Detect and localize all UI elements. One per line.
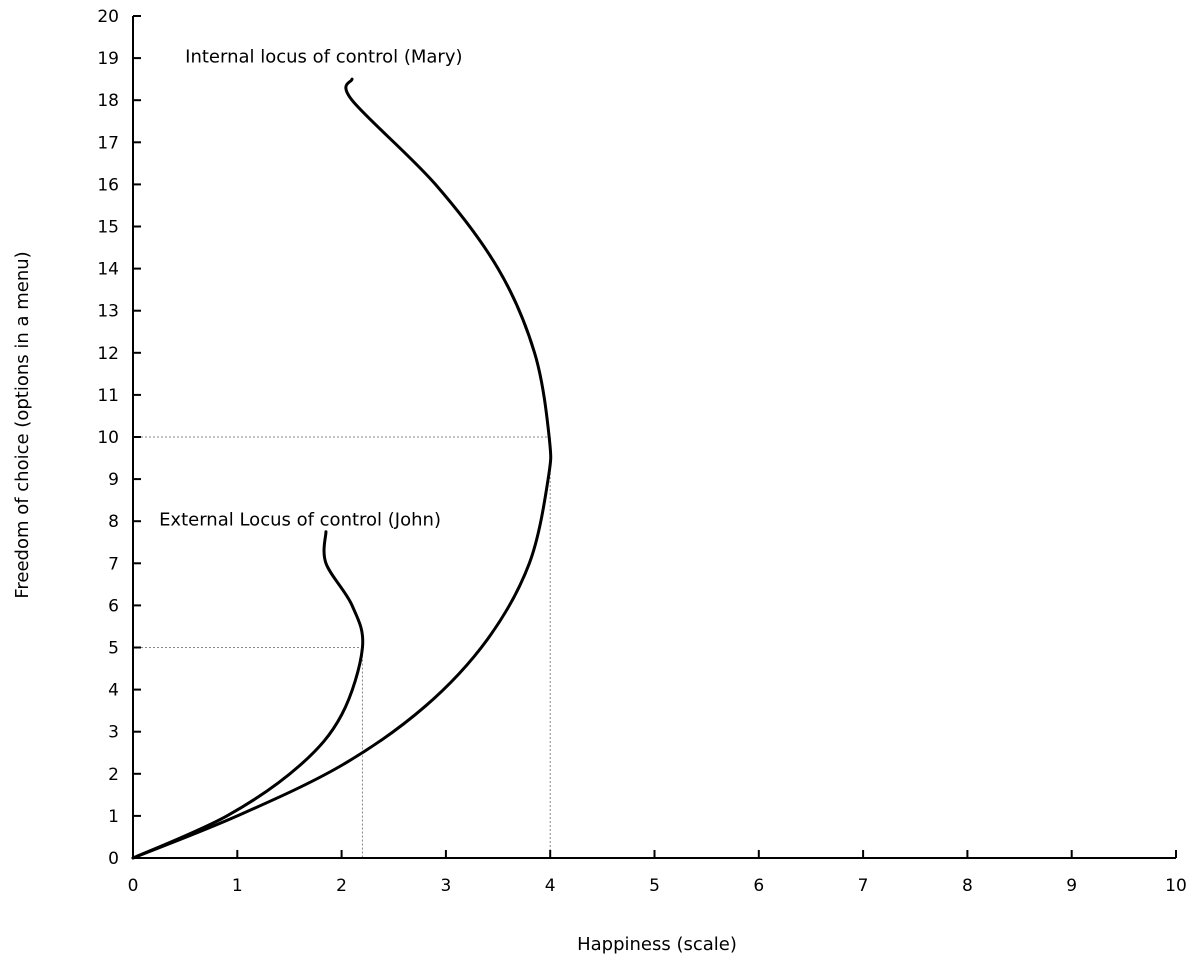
series-annotation: External Locus of control (John)	[159, 509, 441, 530]
y-tick-label: 14	[97, 260, 119, 280]
y-tick-label: 9	[108, 470, 119, 490]
y-tick-label: 2	[108, 765, 119, 785]
y-tick-label: 19	[97, 49, 119, 69]
x-tick-label: 9	[1066, 876, 1077, 896]
y-tick-label: 12	[97, 344, 119, 364]
y-tick-label: 15	[97, 218, 119, 238]
x-tick-label: 6	[753, 876, 764, 896]
y-tick-label: 11	[97, 386, 119, 406]
y-tick-label: 1	[108, 807, 119, 827]
y-tick-label: 17	[97, 133, 119, 153]
y-tick-label: 0	[108, 849, 119, 869]
x-ticks: 0 1 2 3 4 5 6 7 8 9 10	[128, 850, 1187, 896]
reference-lines	[133, 436, 551, 858]
annotations: Internal locus of control (Mary) External…	[159, 46, 462, 530]
y-tick-label: 4	[108, 681, 119, 701]
y-tick-label: 3	[108, 723, 119, 743]
x-tick-label: 10	[1165, 876, 1187, 896]
y-axis-title: Freedom of choice (options in a menu)	[12, 251, 33, 598]
y-tick-label: 20	[97, 7, 119, 27]
y-tick-label: 8	[108, 512, 119, 532]
y-tick-label: 13	[97, 302, 119, 322]
x-tick-label: 7	[858, 876, 869, 896]
series-annotation: Internal locus of control (Mary)	[185, 46, 462, 67]
x-tick-label: 0	[128, 876, 139, 896]
series-line-john	[131, 530, 365, 860]
x-tick-label: 2	[336, 876, 347, 896]
x-tick-label: 4	[545, 876, 556, 896]
y-tick-label: 6	[108, 596, 119, 616]
x-axis-title: Happiness (scale)	[577, 934, 737, 955]
y-tick-label: 5	[108, 639, 119, 659]
x-tick-label: 3	[440, 876, 451, 896]
series-line-mary	[131, 77, 553, 860]
y-tick-label: 18	[97, 91, 119, 111]
y-tick-label: 10	[97, 428, 119, 448]
y-tick-label: 16	[97, 175, 119, 195]
x-tick-label: 1	[232, 876, 243, 896]
y-tick-label: 7	[108, 554, 119, 574]
x-tick-label: 8	[962, 876, 973, 896]
x-tick-label: 5	[649, 876, 660, 896]
curves	[131, 77, 553, 860]
